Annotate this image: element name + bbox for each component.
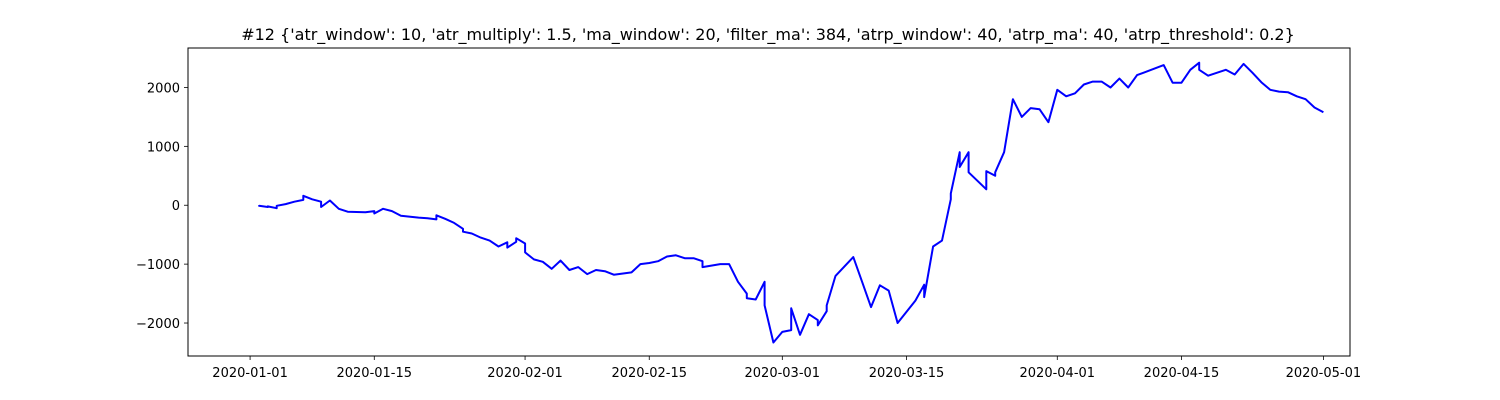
x-tick-label: 2020-01-15 bbox=[336, 366, 412, 381]
y-tick-label: 1000 bbox=[147, 140, 180, 155]
x-tick-label: 2020-04-01 bbox=[1020, 366, 1096, 381]
y-tick-label: 0 bbox=[172, 199, 180, 214]
y-tick-label: 2000 bbox=[147, 81, 180, 96]
series-line bbox=[258, 61, 1324, 344]
x-tick-label: 2020-04-15 bbox=[1144, 366, 1220, 381]
y-tick-label: −1000 bbox=[136, 258, 180, 273]
x-tick-label: 2020-03-01 bbox=[745, 366, 821, 381]
x-tick-label: 2020-03-15 bbox=[869, 366, 945, 381]
x-tick-label: 2020-02-15 bbox=[611, 366, 687, 381]
x-tick-label: 2020-01-01 bbox=[212, 366, 288, 381]
x-axis: 2020-01-01 2020-01-15 2020-02-01 2020-02-15… bbox=[212, 356, 1361, 381]
plot-frame bbox=[187, 47, 1351, 357]
chart-title: #12 {'atr_window': 10, 'atr_multiply': 1… bbox=[241, 25, 1295, 45]
x-tick-label: 2020-02-01 bbox=[487, 366, 563, 381]
y-axis: −2000 −1000 0 1000 2000 bbox=[136, 81, 188, 332]
y-tick-label: −2000 bbox=[136, 317, 180, 332]
x-tick-label: 2020-05-01 bbox=[1286, 366, 1362, 381]
